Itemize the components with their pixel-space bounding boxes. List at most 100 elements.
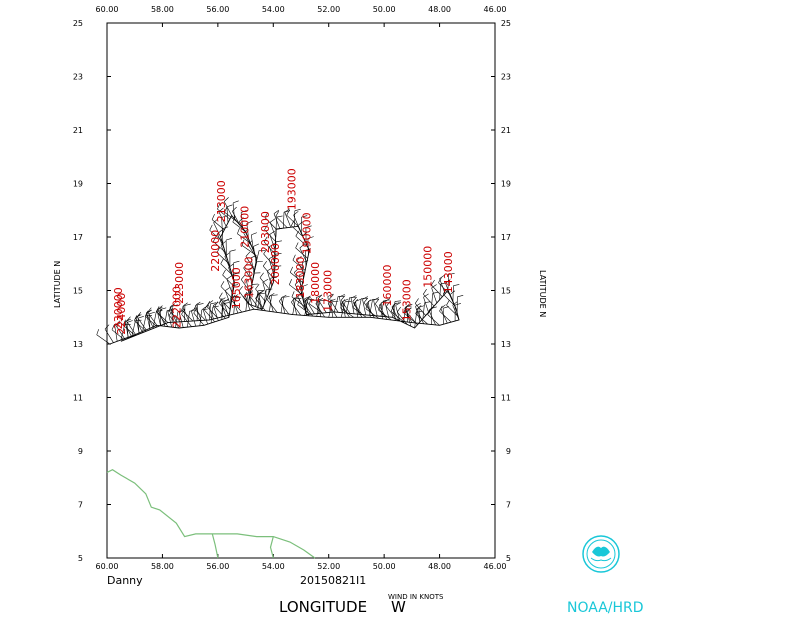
x-tick-label-bottom: 50.00 [373, 562, 396, 571]
wind-barb-flag [262, 261, 267, 267]
wind-barb-flag [189, 310, 196, 312]
wind-barb [187, 311, 190, 328]
wind-barb-flag [250, 255, 257, 259]
time-label: 222000 [170, 286, 183, 328]
wind-barb [393, 304, 396, 321]
wind-barb [267, 299, 278, 313]
wind-barb [418, 307, 421, 324]
wind-barb [297, 296, 306, 311]
y-tick-label-right: 15 [501, 287, 511, 296]
wind-barb-flag [269, 230, 275, 235]
wind-barb-flag [217, 203, 221, 210]
wind-barb-flag [403, 307, 407, 313]
wind-barb [258, 293, 263, 310]
wind-barb-layer [96, 197, 464, 345]
wind-barb-flag [218, 207, 224, 213]
y-tick-label-right: 21 [501, 126, 511, 135]
wind-barb [355, 301, 359, 318]
wind-barb-flag [273, 209, 280, 214]
time-label: 165000 [230, 267, 243, 309]
wind-barb [386, 306, 397, 320]
wind-barb-flag [293, 211, 299, 216]
wind-barb-flag [115, 320, 121, 326]
wind-barb [269, 295, 272, 312]
wind-barb-flag [299, 272, 306, 275]
x-tick-label-top: 46.00 [484, 5, 507, 14]
wind-barb [232, 211, 241, 226]
wind-barb [334, 296, 339, 312]
wind-barb-flag [305, 248, 311, 251]
wind-barb-flag [297, 221, 303, 226]
y-tick-label-right: 17 [501, 233, 511, 242]
wind-barb-flag [111, 324, 115, 330]
wind-barb-flag [292, 296, 299, 300]
wind-barb [404, 308, 413, 323]
wind-barb [328, 301, 333, 318]
wind-barb [164, 310, 168, 327]
wind-barb-flag [309, 298, 312, 304]
wind-barb [232, 202, 235, 219]
wind-barb-flag [294, 268, 299, 273]
wind-barb-flag [220, 297, 226, 302]
wind-barb-flag [248, 286, 254, 290]
wind-barb-flag [289, 266, 293, 273]
wind-barb-flag [124, 318, 130, 323]
y-tick-label-left: 7 [78, 501, 83, 510]
wind-barb [214, 306, 226, 319]
wind-barb [315, 303, 325, 318]
wind-barb-flag [264, 212, 269, 218]
wind-barb [362, 299, 367, 315]
wind-barb-flag [271, 294, 278, 296]
wind-barb [216, 252, 229, 264]
wind-barb-flag [232, 206, 237, 212]
wind-barb-flag [295, 242, 299, 249]
wind-barb-flag [226, 275, 232, 280]
time-label: 224000 [115, 293, 128, 335]
storm-name: Danny [107, 574, 143, 587]
wind-barb [126, 322, 129, 339]
wind-barb-flag [294, 280, 300, 285]
wind-barb [250, 257, 255, 274]
time-label: 203000 [259, 211, 272, 253]
wind-barb [206, 306, 218, 319]
wind-barb-flag [210, 302, 217, 305]
wind-barb-flag [240, 274, 246, 280]
wind-barb [193, 312, 205, 326]
wind-barb-flag [443, 306, 449, 309]
wind-barb-flag [235, 296, 242, 299]
wind-barb-flag [431, 284, 437, 289]
wind-barb [427, 314, 440, 326]
y-tick-label-left: 25 [73, 19, 83, 28]
wind-barb [439, 278, 446, 294]
wind-barb [255, 298, 266, 311]
wind-barb-flag [263, 236, 268, 242]
wind-barb-flag [246, 277, 252, 281]
wind-barb-flag [453, 284, 460, 286]
wind-barb-flag [350, 295, 357, 299]
wind-barb-flag [455, 303, 461, 306]
wind-barb [292, 298, 296, 315]
wind-barb-flag [450, 290, 456, 295]
wind-barb-flag [396, 306, 401, 313]
wind-barb-flag [283, 296, 290, 298]
wind-barb-flag [213, 235, 217, 242]
wind-barb-flag [297, 292, 303, 297]
wind-barb-flag [248, 290, 254, 296]
wind-barb [115, 325, 125, 339]
wind-barb [340, 303, 350, 318]
wind-barb [243, 296, 255, 310]
wind-barb [240, 279, 251, 293]
wind-barb [228, 267, 235, 283]
x-axis-title-direction: W [391, 598, 406, 616]
wind-barb [284, 212, 292, 228]
wind-barb-flag [268, 255, 275, 260]
wind-barb [217, 208, 231, 220]
wind-barb [378, 305, 388, 320]
wind-barb [380, 302, 384, 319]
wind-barb [316, 300, 321, 317]
wind-barb [223, 201, 232, 216]
wind-barb-flag [232, 200, 239, 204]
wind-barb-flag [423, 289, 427, 295]
wind-barb [146, 313, 154, 329]
wind-barb [297, 304, 311, 315]
